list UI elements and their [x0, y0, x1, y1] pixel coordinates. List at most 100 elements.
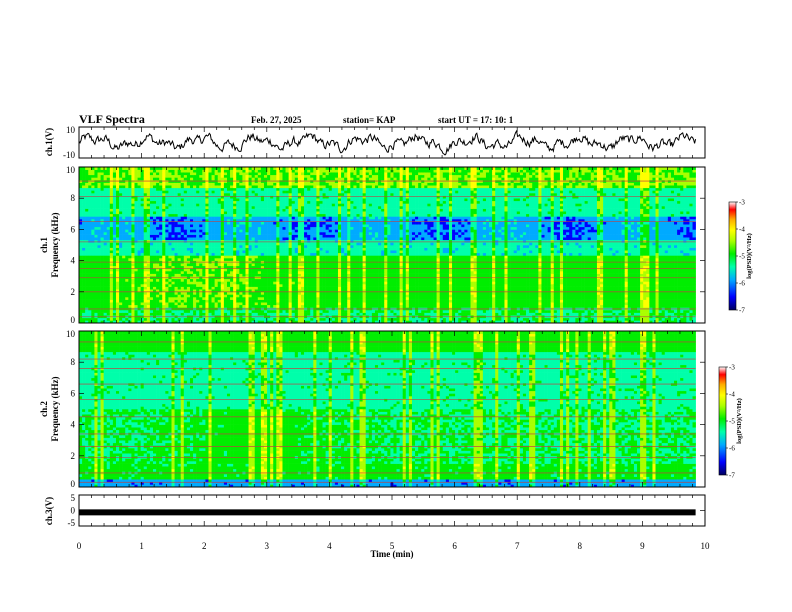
- spectrogram-cell: [119, 281, 122, 284]
- spectrogram-cell: [79, 180, 82, 183]
- spectrogram-cell: [98, 242, 101, 245]
- spectrogram-cell: [147, 292, 150, 295]
- spectrogram-cell: [79, 237, 82, 240]
- spectrogram-cell: [144, 170, 147, 173]
- spectrogram-cell: [91, 292, 94, 295]
- spectrogram-cell: [125, 237, 128, 240]
- spectrogram-cell: [116, 305, 119, 308]
- spectrogram-cell: [101, 227, 104, 230]
- spectrogram-cell: [156, 188, 159, 191]
- spectrogram-cell: [144, 232, 147, 235]
- spectrogram-cell: [138, 263, 141, 266]
- spectrogram-cell: [113, 292, 116, 295]
- spectrogram-cell: [98, 211, 101, 214]
- spectrogram-cell: [119, 216, 122, 219]
- spectrogram-cell: [110, 242, 113, 245]
- spectrogram-cell: [101, 193, 104, 196]
- spectrogram-cell: [156, 318, 159, 321]
- spectrogram-cell: [156, 172, 159, 175]
- spectrogram-cell: [153, 180, 156, 183]
- spectrogram-cell: [156, 229, 159, 232]
- spectrogram-cell: [134, 229, 137, 232]
- spectrogram-cell: [116, 274, 119, 277]
- spectrogram-cell: [79, 297, 82, 300]
- spectrogram-cell: [94, 279, 97, 282]
- spectrogram-cell: [82, 242, 85, 245]
- spectrogram-cell: [116, 190, 119, 193]
- spectrogram-cell: [110, 287, 113, 290]
- spectrogram-cell: [79, 175, 82, 178]
- spectrogram-cell: [125, 216, 128, 219]
- spectrogram-cell: [94, 222, 97, 225]
- spectrogram-cell: [110, 281, 113, 284]
- spectrogram-cell: [141, 177, 144, 180]
- spectrogram-cell: [110, 216, 113, 219]
- spectrogram-cell: [144, 203, 147, 206]
- spectrogram-cell: [101, 190, 104, 193]
- spectrogram-cell: [131, 271, 134, 274]
- spectrogram-cell: [144, 305, 147, 308]
- spectrogram-cell: [153, 203, 156, 206]
- spectrogram-cell: [131, 305, 134, 308]
- spectrogram-cell: [79, 170, 82, 173]
- spectrogram-cell: [134, 300, 137, 303]
- spectrogram-cell: [141, 271, 144, 274]
- spectrogram-cell: [104, 248, 107, 251]
- spectrogram-cell: [101, 201, 104, 204]
- spectrogram-cell: [128, 292, 131, 295]
- spectrogram-cell: [82, 203, 85, 206]
- spectrogram-cell: [147, 209, 150, 212]
- spectrogram-cell: [153, 170, 156, 173]
- spectrogram-cell: [88, 250, 91, 253]
- spectrogram-cell: [82, 214, 85, 217]
- spectrogram-cell: [119, 263, 122, 266]
- spectrogram-cell: [156, 190, 159, 193]
- spectrogram-cell: [107, 216, 110, 219]
- spectrogram-cell: [107, 245, 110, 248]
- spectrogram-cell: [88, 206, 91, 209]
- spectrogram-cell: [147, 203, 150, 206]
- spectrogram-cell: [141, 245, 144, 248]
- spectrogram-cell: [104, 255, 107, 258]
- spectrogram-cell: [85, 172, 88, 175]
- spectrogram-cell: [82, 198, 85, 201]
- spectrogram-cell: [104, 313, 107, 316]
- spectrogram-cell: [138, 188, 141, 191]
- spectrogram-cell: [122, 258, 125, 261]
- spectrogram-cell: [153, 232, 156, 235]
- spectrogram-cell: [107, 198, 110, 201]
- spectrogram-cell: [119, 274, 122, 277]
- spectrogram-cell: [150, 201, 153, 204]
- spectrogram-cell: [110, 274, 113, 277]
- spectrogram-cell: [153, 292, 156, 295]
- spectrogram-cell: [156, 224, 159, 227]
- spectrogram-cell: [144, 196, 147, 199]
- spectrogram-cell: [138, 237, 141, 240]
- spectrogram-cell: [94, 313, 97, 316]
- spectrogram-cell: [107, 229, 110, 232]
- spectrogram-cell: [150, 190, 153, 193]
- spectrogram-cell: [122, 203, 125, 206]
- spectrogram-cell: [110, 222, 113, 225]
- spectrogram-cell: [134, 287, 137, 290]
- spectrogram-cell: [85, 263, 88, 266]
- spectrogram-cell: [147, 297, 150, 300]
- spectrogram-cell: [79, 188, 82, 191]
- spectrogram-cell: [128, 250, 131, 253]
- spectrogram-cell: [138, 313, 141, 316]
- spectrogram-cell: [110, 313, 113, 316]
- spectrogram-cell: [138, 229, 141, 232]
- spectrogram-cell: [104, 258, 107, 261]
- spectrogram-cell: [85, 198, 88, 201]
- spectrogram-cell: [122, 175, 125, 178]
- spectrogram-cell: [94, 274, 97, 277]
- spectrogram-cell: [150, 216, 153, 219]
- spectrogram-cell: [94, 193, 97, 196]
- spectrogram-cell: [79, 274, 82, 277]
- spectrogram-cell: [144, 255, 147, 258]
- spectrogram-cell: [107, 201, 110, 204]
- spectrogram-cell: [131, 310, 134, 313]
- spectrogram-cell: [113, 274, 116, 277]
- spectrogram-cell: [125, 279, 128, 282]
- spectrogram-cell: [110, 227, 113, 230]
